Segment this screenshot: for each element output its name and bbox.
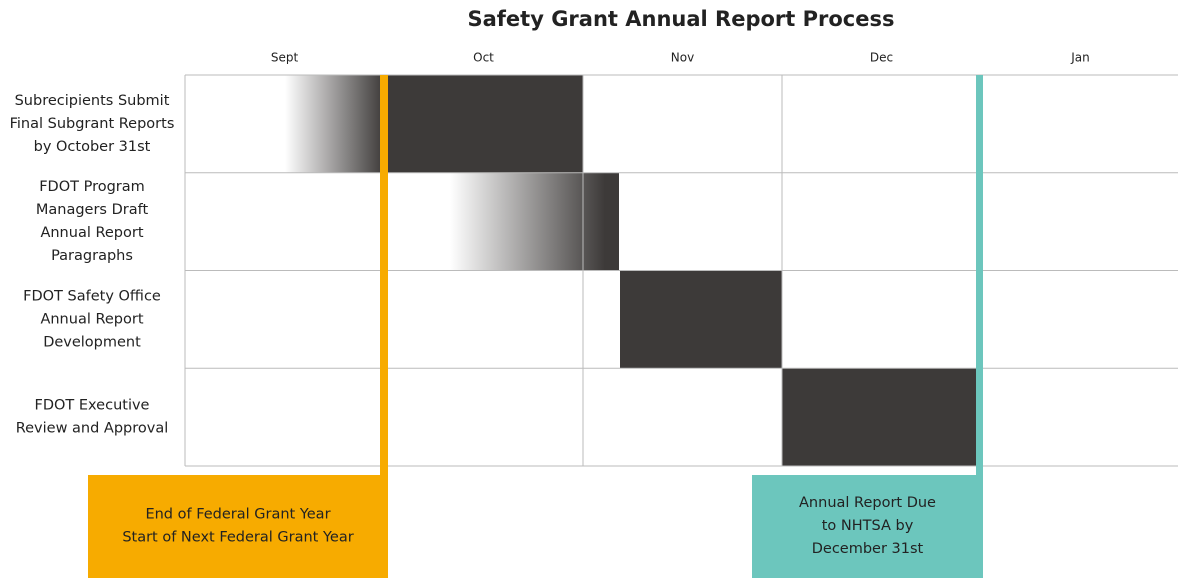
row-label: Paragraphs bbox=[51, 248, 133, 264]
callout-text: December 31st bbox=[812, 541, 924, 557]
row-label: Subrecipients Submit bbox=[15, 93, 170, 109]
row-label: Review and Approval bbox=[16, 421, 169, 437]
row-label: Managers Draft bbox=[36, 202, 149, 218]
month-label: Jan bbox=[1070, 51, 1090, 65]
month-label: Dec bbox=[870, 51, 893, 65]
callout-box bbox=[88, 475, 388, 578]
task-bar bbox=[384, 75, 583, 173]
task-bar bbox=[450, 172, 605, 271]
callout-text: End of Federal Grant Year bbox=[145, 507, 330, 523]
callout-text: Annual Report Due bbox=[799, 495, 936, 511]
row-label: Development bbox=[43, 334, 141, 350]
row-label: Annual Report bbox=[40, 225, 143, 241]
callout-text: Start of Next Federal Grant Year bbox=[122, 530, 353, 546]
task-bar bbox=[285, 75, 384, 173]
marker-line bbox=[976, 75, 983, 475]
task-bar bbox=[620, 270, 782, 369]
title: Safety Grant Annual Report Process bbox=[467, 7, 894, 31]
row-label: FDOT Safety Office bbox=[23, 288, 161, 304]
task-bar bbox=[782, 368, 976, 466]
month-label: Nov bbox=[671, 51, 694, 65]
month-label: Oct bbox=[473, 51, 494, 65]
marker-line bbox=[380, 75, 388, 475]
row-label: Annual Report bbox=[40, 311, 143, 327]
row-label: Final Subgrant Reports bbox=[10, 116, 175, 132]
task-bar bbox=[604, 172, 619, 271]
row-label: FDOT Executive bbox=[35, 398, 150, 414]
month-label: Sept bbox=[271, 51, 299, 65]
callout-box bbox=[752, 475, 983, 578]
callout-text: to NHTSA by bbox=[822, 518, 914, 534]
row-label: FDOT Program bbox=[39, 179, 145, 195]
row-label: by October 31st bbox=[34, 139, 151, 155]
